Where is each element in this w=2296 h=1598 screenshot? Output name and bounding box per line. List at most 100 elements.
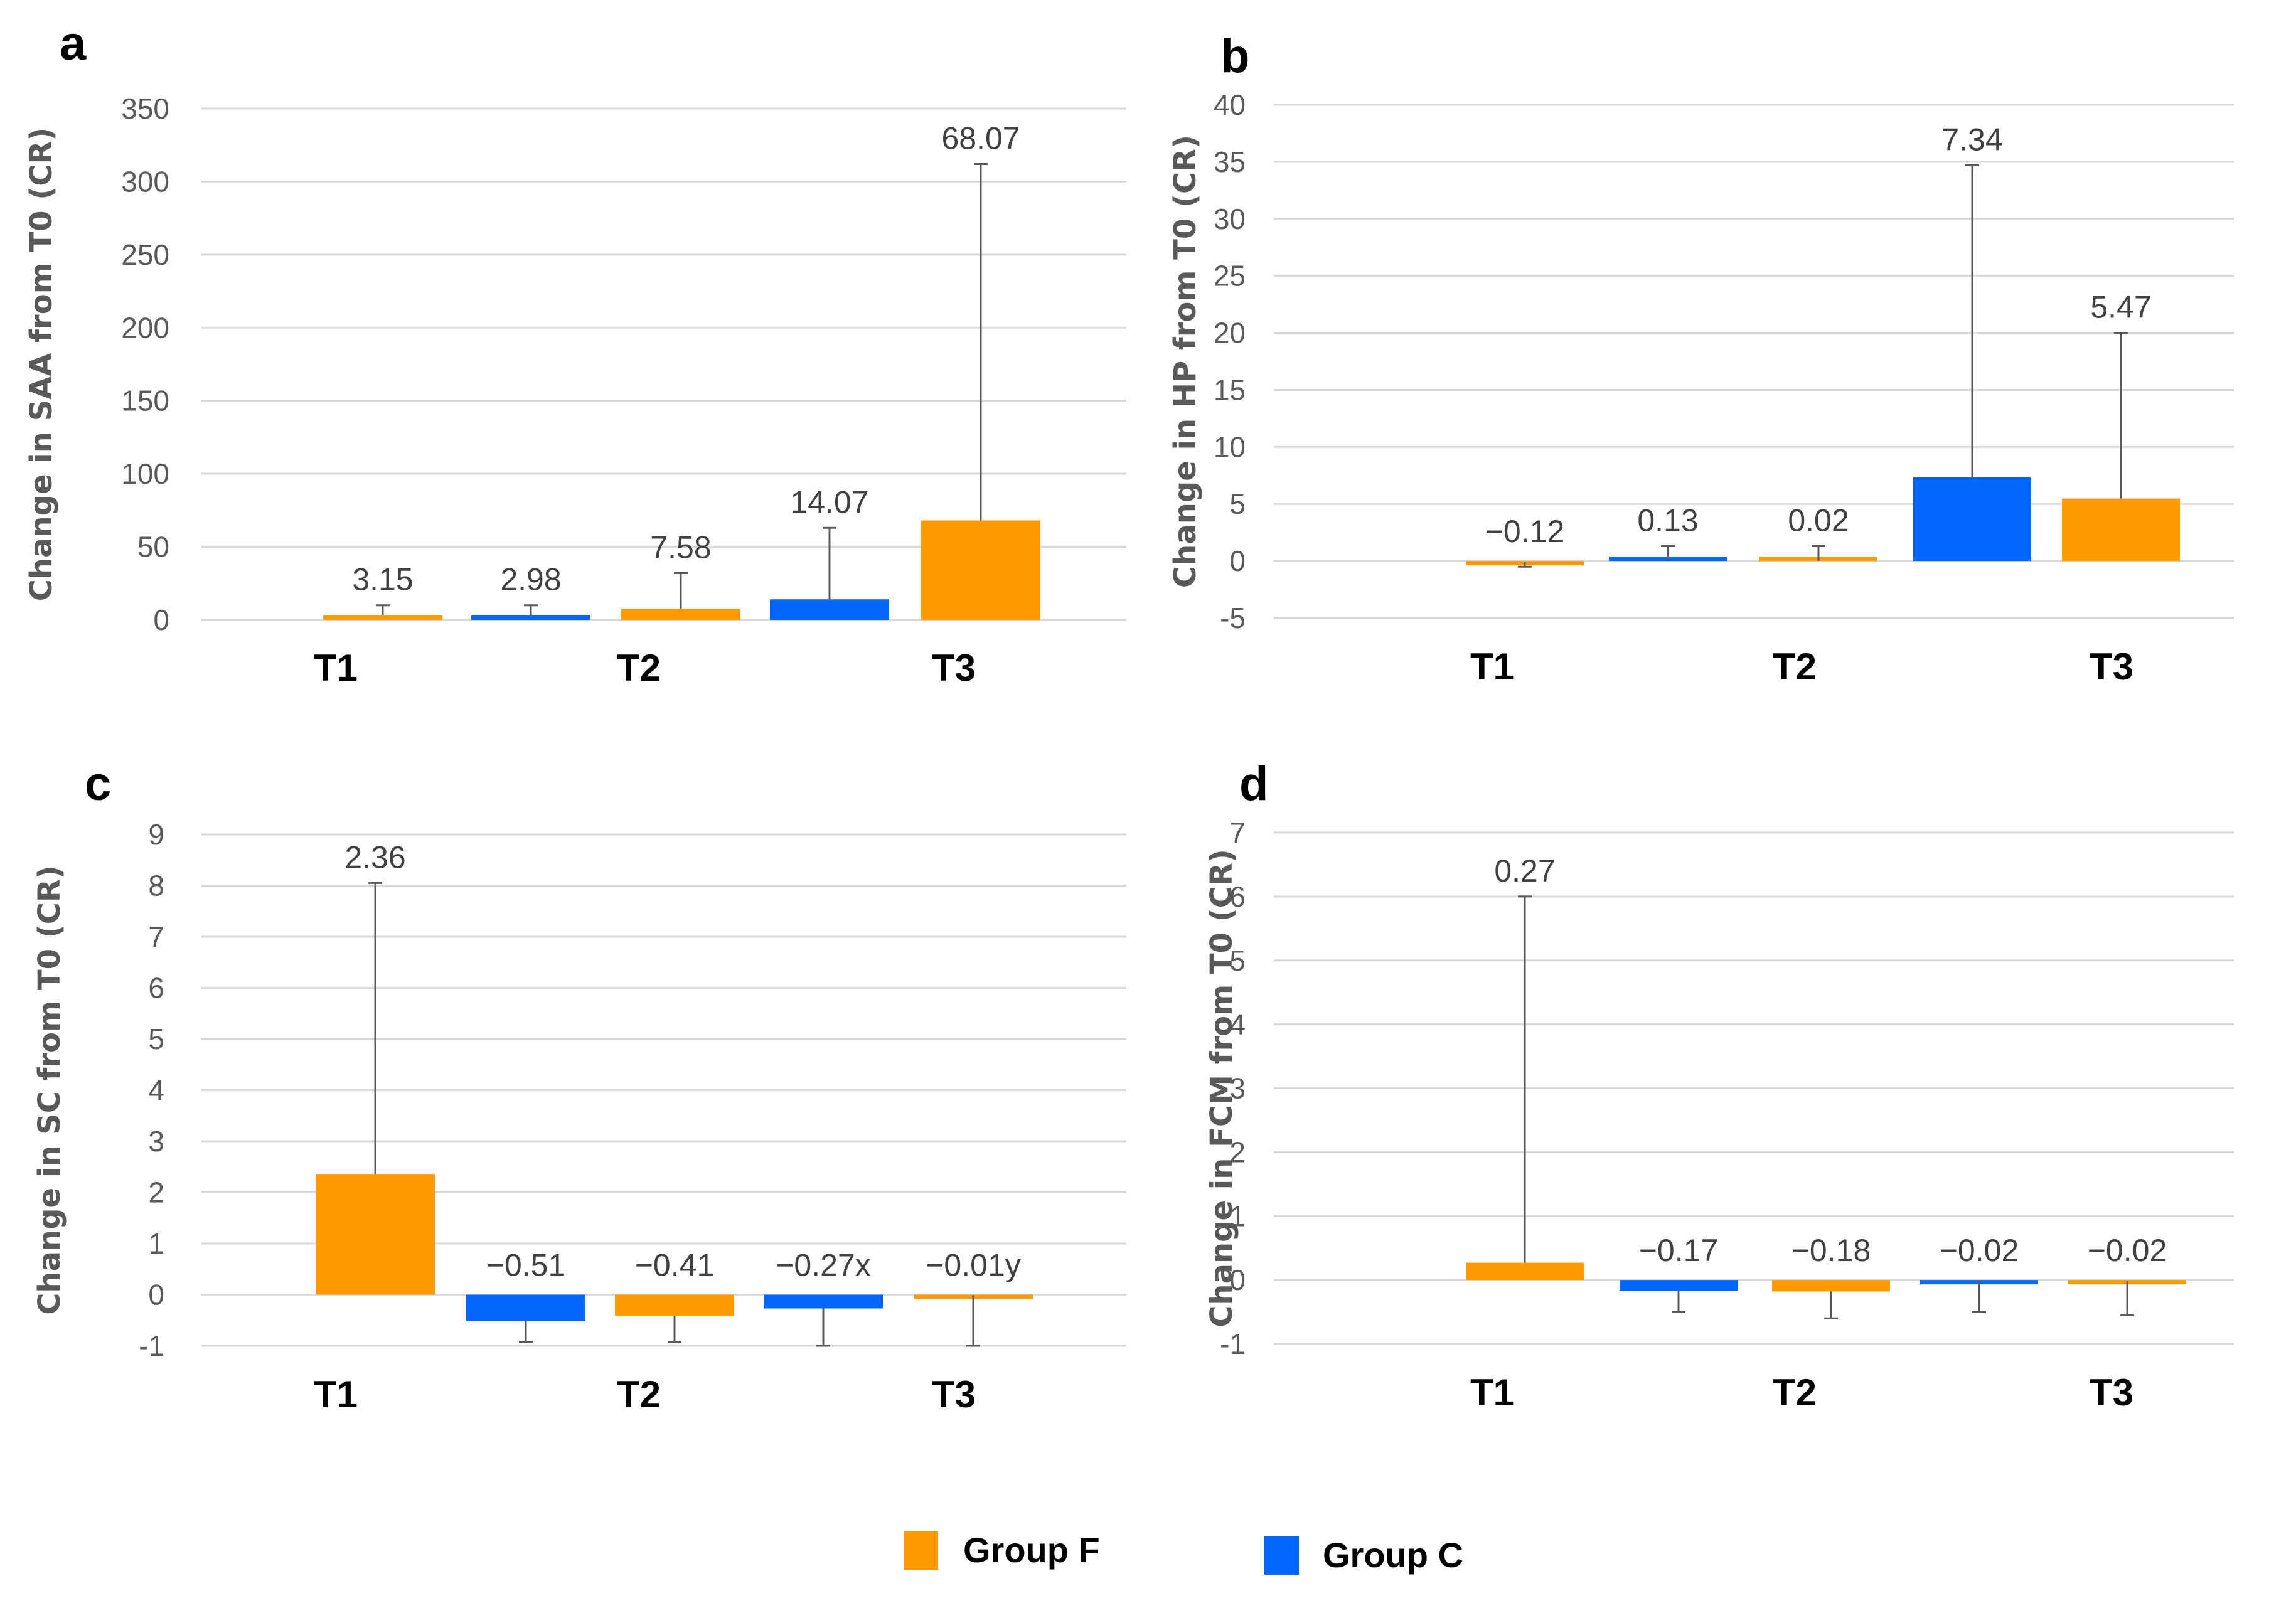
y-tick-label: 150 bbox=[121, 385, 169, 417]
category-label: T1 bbox=[314, 647, 358, 689]
category-label: T2 bbox=[617, 647, 661, 689]
category-label: T3 bbox=[932, 1373, 976, 1415]
data-label: −0.02 bbox=[2088, 1233, 2167, 1268]
y-tick-label: 100 bbox=[121, 457, 169, 490]
bar-group-c-t2 bbox=[466, 1294, 585, 1321]
y-tick-label: 0 bbox=[148, 1279, 164, 1311]
y-tick-label: 300 bbox=[121, 165, 169, 198]
y-tick-label: 4 bbox=[148, 1074, 164, 1107]
y-tick-label: 0 bbox=[1229, 1264, 1246, 1296]
y-tick-label: 0 bbox=[1229, 545, 1246, 577]
y-tick-label: 3 bbox=[1229, 1072, 1246, 1105]
data-label: 2.36 bbox=[344, 839, 405, 875]
data-label: −0.01y bbox=[926, 1248, 1021, 1283]
bar-group-f-t2 bbox=[1772, 1280, 1890, 1292]
bar-group-c-t3 bbox=[1913, 477, 2031, 562]
panel-c-chart: c -1 0 1 2 3 4 5 6 7 8 9 Change in SC from T0 (CR) T1… bbox=[32, 757, 1126, 1415]
y-tick-label: 5 bbox=[148, 1023, 164, 1055]
bar-group-f-t2 bbox=[615, 1294, 734, 1316]
data-label: −0.18 bbox=[1791, 1233, 1871, 1268]
y-tick-label: 7 bbox=[1229, 816, 1246, 849]
bar-group-c-t2 bbox=[471, 615, 590, 620]
y-tick-label: 250 bbox=[121, 238, 169, 271]
y-tick-label: 0 bbox=[153, 604, 169, 636]
y-tick-label: 1 bbox=[148, 1227, 164, 1260]
y-axis-label: Change in FCM from T0 (CR) bbox=[1204, 849, 1239, 1328]
legend-label-group-f: Group F bbox=[963, 1530, 1100, 1570]
panel-a-chart: a 0 50 100 150 200 250 300 350 Change in SAA from… bbox=[24, 17, 1126, 689]
bar-group-f-t1 bbox=[316, 1174, 435, 1295]
data-label: −0.12 bbox=[1485, 514, 1565, 549]
category-label: T2 bbox=[617, 1373, 661, 1415]
y-tick-label: 7 bbox=[148, 920, 164, 953]
panel-b-chart: b -5 0 5 10 15 20 25 30 35 40 Change in HP from T0 … bbox=[1168, 29, 2234, 688]
category-label: T3 bbox=[2090, 646, 2133, 688]
y-tick-label: 1 bbox=[1229, 1200, 1246, 1232]
y-tick-label: 2 bbox=[148, 1176, 164, 1209]
y-tick-label: 6 bbox=[148, 972, 164, 1004]
y-tick-label: 2 bbox=[1229, 1136, 1246, 1168]
y-tick-label: 350 bbox=[121, 92, 169, 125]
category-label: T1 bbox=[314, 1373, 358, 1415]
y-axis-label: Change in SAA from T0 (CR) bbox=[24, 127, 59, 602]
category-label: T1 bbox=[1470, 646, 1514, 688]
bar-group-f-t3 bbox=[2062, 498, 2180, 562]
y-tick-label: 5 bbox=[1229, 487, 1246, 520]
legend-label-group-c: Group C bbox=[1323, 1535, 1463, 1575]
y-tick-label: 9 bbox=[148, 818, 164, 851]
data-label: 2.98 bbox=[500, 562, 561, 597]
bar-group-c-t3 bbox=[764, 1294, 883, 1309]
y-tick-label: 40 bbox=[1214, 88, 1246, 121]
data-label: 5.47 bbox=[2090, 290, 2151, 325]
bar-group-f-t2 bbox=[621, 609, 740, 620]
legend-swatch-group-c bbox=[1264, 1536, 1299, 1575]
y-tick-label: 6 bbox=[1229, 880, 1246, 913]
bar-group-c-t3 bbox=[770, 599, 889, 620]
y-tick-label: -1 bbox=[139, 1329, 164, 1362]
panel-letter: d bbox=[1239, 757, 1268, 811]
y-tick-label: 3 bbox=[148, 1125, 164, 1158]
panel-letter: b bbox=[1220, 29, 1249, 83]
legend-swatch-group-f bbox=[904, 1531, 938, 1570]
y-tick-label: 25 bbox=[1214, 260, 1246, 292]
y-tick-label: 8 bbox=[148, 870, 164, 902]
y-tick-label: 15 bbox=[1214, 373, 1246, 406]
data-label: −0.41 bbox=[635, 1248, 715, 1283]
data-label: 68.07 bbox=[941, 120, 1020, 156]
bar-group-f-t1 bbox=[323, 615, 442, 620]
bar-group-f-t3 bbox=[921, 520, 1040, 620]
y-tick-label: 35 bbox=[1214, 146, 1246, 178]
panel-letter: a bbox=[60, 17, 87, 70]
category-label: T1 bbox=[1470, 1372, 1514, 1414]
y-tick-label: 5 bbox=[1229, 944, 1246, 977]
y-tick-label: -5 bbox=[1220, 602, 1246, 634]
data-label: −0.02 bbox=[1940, 1233, 2019, 1268]
data-label: 14.07 bbox=[790, 484, 868, 519]
y-tick-label: 200 bbox=[121, 311, 169, 344]
y-tick-label: 30 bbox=[1214, 203, 1246, 235]
panel-letter: c bbox=[85, 757, 111, 811]
category-label: T2 bbox=[1773, 646, 1817, 688]
y-tick-label: 20 bbox=[1214, 317, 1246, 349]
data-label: 0.27 bbox=[1494, 853, 1555, 888]
data-label: 0.13 bbox=[1637, 503, 1698, 538]
bar-group-f-t1 bbox=[1466, 1262, 1584, 1281]
data-label: 7.58 bbox=[650, 530, 711, 565]
data-label: 0.02 bbox=[1788, 503, 1849, 538]
y-tick-label: -1 bbox=[1220, 1328, 1246, 1360]
data-label: −0.51 bbox=[486, 1248, 566, 1283]
y-axis-label: Change in SC from T0 (CR) bbox=[32, 865, 67, 1315]
legend: Group F Group C bbox=[904, 1530, 1463, 1575]
data-label: 3.15 bbox=[352, 562, 413, 597]
y-tick-label: 50 bbox=[137, 531, 169, 563]
data-label: 7.34 bbox=[1941, 122, 2002, 157]
bar-group-c-t2 bbox=[1620, 1280, 1738, 1291]
data-label: −0.27x bbox=[776, 1248, 871, 1283]
data-label: −0.17 bbox=[1639, 1233, 1719, 1268]
category-label: T3 bbox=[2090, 1372, 2133, 1414]
category-label: T3 bbox=[932, 647, 976, 689]
y-axis-label: Change in HP from T0 (CR) bbox=[1168, 135, 1203, 588]
category-label: T2 bbox=[1773, 1372, 1817, 1414]
